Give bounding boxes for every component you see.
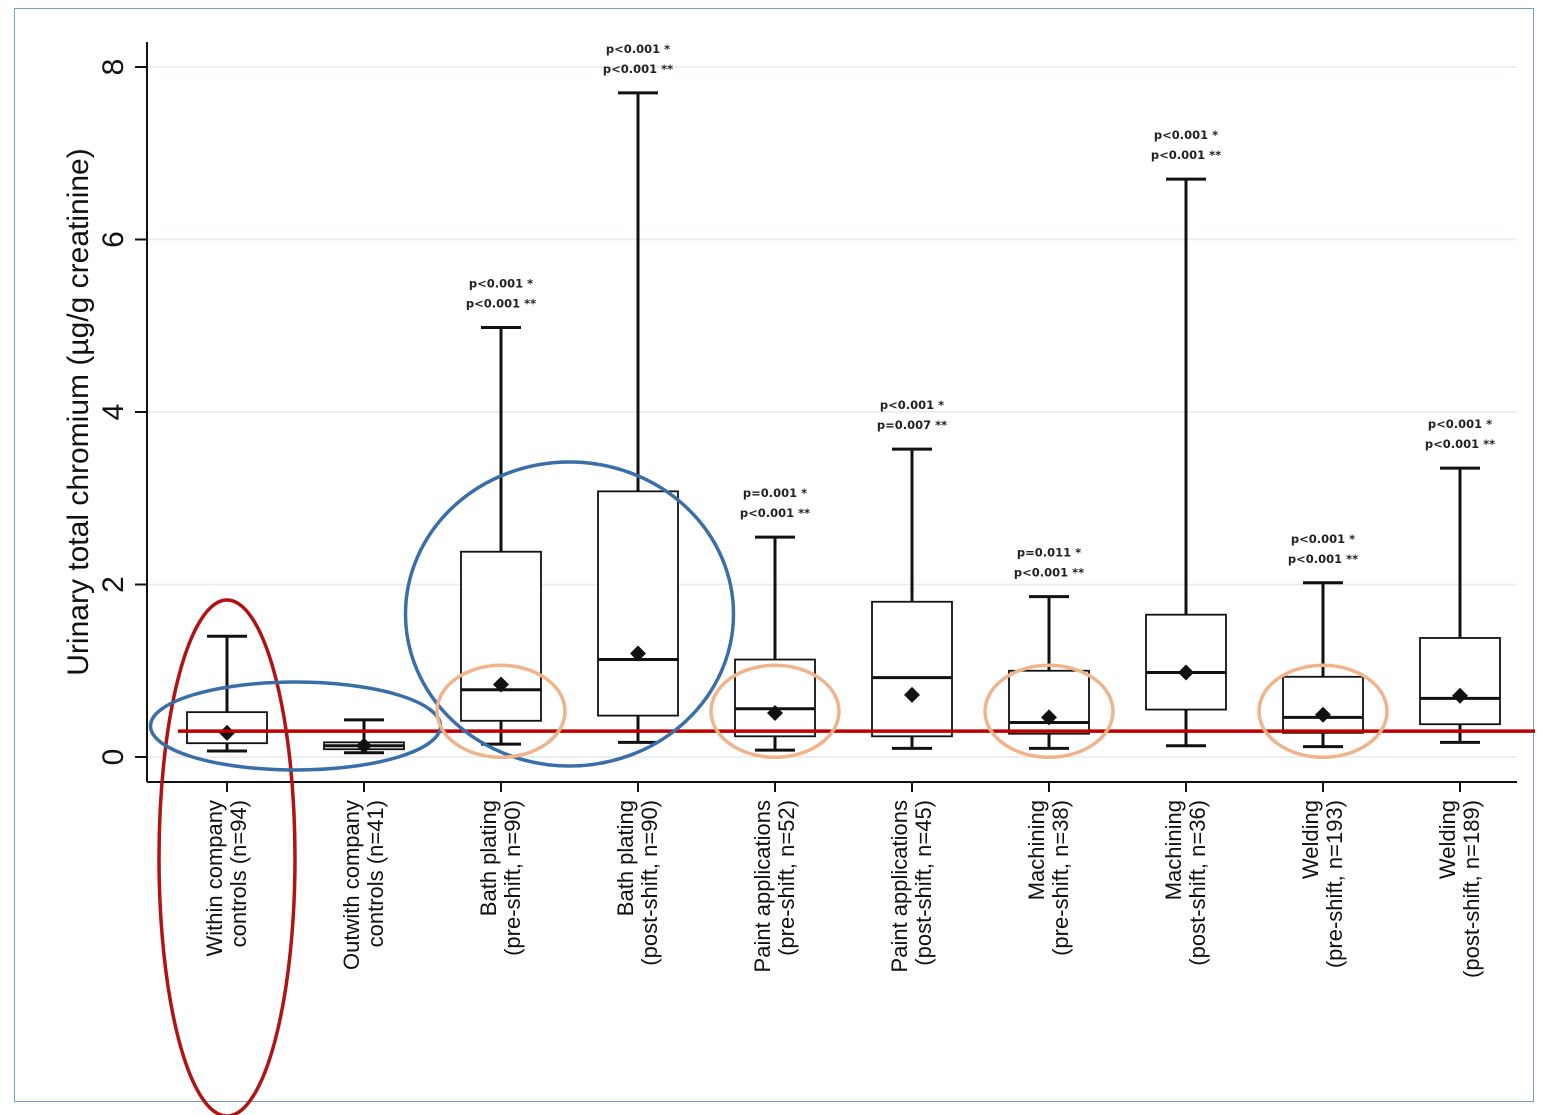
category-label-line1: Paint applications [887,800,912,972]
p-value-annotation: p=0.001 * [743,486,807,500]
iqr-box [734,658,816,738]
highlight-ellipses [148,460,1389,1115]
box-4: p<0.001 * p<0.001 ** [597,42,679,744]
p-value-annotation: p=0.011 * [1017,546,1081,560]
p-value-annotation: p<0.001 ** [1014,566,1084,580]
mean-marker [1178,664,1194,681]
category-label-line1: Bath plating [613,800,638,916]
p-value-annotation: p<0.001 ** [1288,552,1358,566]
y-axis-title: Urinary total chromium (µg/g creatinine) [62,148,95,675]
category-label: Bath plating (post-shift, n=90) [613,800,662,966]
iqr-box [1145,613,1227,711]
mean-marker [1041,709,1057,726]
box-3: p<0.001 * p<0.001 ** [460,276,542,746]
category-label-line1: Within company [202,800,227,957]
category-label-line1: Outwith company [339,800,364,970]
category-label: Welding (post-shift, n=189) [1435,800,1484,978]
category-labels: Within company controls (n=94) Outwith com… [202,782,1484,978]
iqr-box [597,490,679,717]
p-value-annotation: p<0.001 ** [1425,437,1495,451]
p-value-annotation: p<0.001 * [1428,417,1492,431]
p-value-annotation: p<0.001 * [469,276,533,290]
p-value-annotation: p<0.001 ** [1151,148,1221,162]
iqr-box [1282,675,1364,734]
orange-highlight-ellipse [435,663,567,760]
category-label-line2: (pre-shift, n=38) [1048,800,1073,956]
category-label: Paint applications (pre-shift, n=52) [750,800,799,972]
mean-marker [356,737,372,754]
box-7: p=0.011 * p<0.001 ** [1008,546,1090,750]
p-value-annotation: p<0.001 ** [603,62,673,76]
mean-marker [493,676,509,693]
box-8: p<0.001 * p<0.001 ** [1145,128,1227,748]
axes [146,42,1517,783]
y-tick-label: 8 [97,59,130,76]
box-5: p=0.001 * p<0.001 ** [734,486,816,752]
y-tick-label: 6 [97,231,130,248]
category-label-line2: controls (n=94) [226,800,251,947]
box-6: p<0.001 * p=0.007 ** [871,398,953,750]
p-value-annotation: p<0.001 ** [466,296,536,310]
category-label: Paint applications (post-shift, n=45) [887,800,936,972]
category-label: Machining (pre-shift, n=38) [1024,800,1073,956]
mean-marker [1452,687,1468,704]
red-highlight-ellipse [157,598,297,1115]
category-label-line2: (pre-shift, n=193) [1322,800,1347,968]
iqr-box [460,550,542,722]
box-10: p<0.001 * p<0.001 ** [1419,417,1501,744]
iqr-box [871,600,953,738]
mean-marker [1315,706,1331,723]
boxes: p<0.001 *p<0.001 **p<0.001 *p<0.001 **p=… [186,42,1501,755]
iqr-box [1419,637,1501,726]
blue-highlight-ellipse [403,460,736,768]
y-tick-label: 4 [97,404,130,421]
category-label: Outwith company controls (n=41) [339,800,388,970]
p-value-annotation: p<0.001 * [880,398,944,412]
category-label-line1: Machining [1161,800,1186,900]
category-label-line2: (post-shift, n=189) [1459,800,1484,978]
p-value-annotation: p<0.001 * [606,42,670,56]
orange-highlight-ellipse [709,663,841,760]
y-tick-label: 0 [97,749,130,766]
category-label-line2: controls (n=41) [363,800,388,947]
category-label-line1: Paint applications [750,800,775,972]
p-value-annotation: p=0.007 ** [877,418,947,432]
category-label-line2: (pre-shift, n=90) [500,800,525,956]
p-value-annotation: p<0.001 * [1154,128,1218,142]
box-2 [323,718,405,755]
category-label: Bath plating (pre-shift, n=90) [476,800,525,956]
category-label-line2: (pre-shift, n=52) [774,800,799,956]
category-label: Welding (pre-shift, n=193) [1298,800,1347,968]
p-value-annotation: p<0.001 ** [740,506,810,520]
p-value-annotation: p<0.001 * [1291,532,1355,546]
grid-lines: 0 2 4 6 8 [97,59,1517,766]
orange-highlight-ellipse [983,663,1115,760]
box-9: p<0.001 * p<0.001 ** [1282,532,1364,749]
y-tick-label: 2 [97,576,130,593]
mean-marker [630,645,646,662]
category-label-line2: (post-shift, n=90) [637,800,662,966]
category-label-line1: Welding [1435,800,1460,879]
category-label-line1: Bath plating [476,800,501,916]
category-label-line2: (post-shift, n=45) [911,800,936,966]
category-label-line2: (post-shift, n=36) [1185,800,1210,966]
mean-marker [767,705,783,722]
category-label: Machining (post-shift, n=36) [1161,800,1210,966]
category-label-line1: Machining [1024,800,1049,900]
category-label-line1: Welding [1298,800,1323,879]
orange-highlight-ellipse [1257,663,1389,760]
mean-marker [904,686,920,703]
category-label: Within company controls (n=94) [202,800,251,957]
